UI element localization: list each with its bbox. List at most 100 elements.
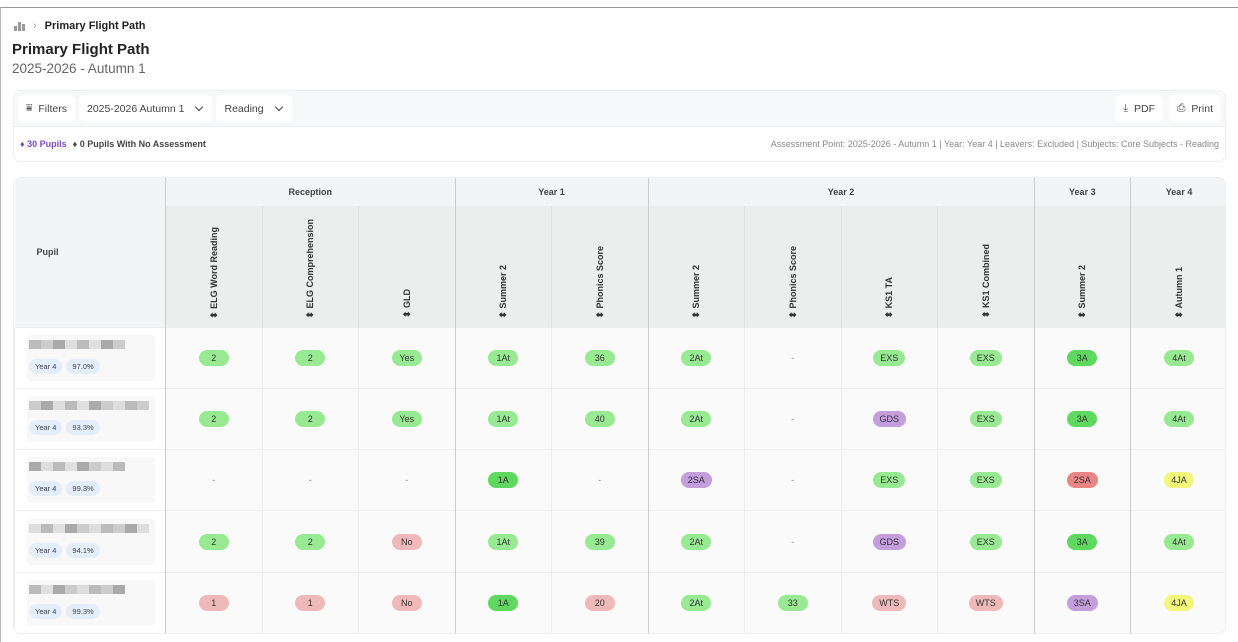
- pupil-cell[interactable]: Year 4 99.3%: [14, 571, 166, 634]
- pupil-name-redacted: [29, 339, 155, 349]
- pupil-cell[interactable]: Year 4 94.1%: [14, 510, 166, 573]
- home-chart-icon[interactable]: [14, 21, 25, 31]
- grade-cell[interactable]: 2At: [647, 510, 745, 573]
- grade-cell[interactable]: 1A: [454, 449, 552, 511]
- grade-cell[interactable]: EXS: [937, 387, 1035, 450]
- grade-badge: EXS: [969, 349, 1002, 366]
- filter-panel: ⩸ Filters 2025-2026 Autumn 1 Reading ⤓ PDF…: [13, 90, 1226, 162]
- grade-cell[interactable]: 3A: [1033, 326, 1131, 389]
- grade-cell[interactable]: -: [358, 449, 456, 511]
- column-header[interactable]: ⬍ Summer 2: [1033, 206, 1131, 327]
- grade-cell[interactable]: WTS: [840, 571, 938, 634]
- grade-cell[interactable]: 3A: [1033, 510, 1131, 573]
- pupil-count[interactable]: ♦ 30 Pupils: [20, 139, 67, 149]
- grade-cell[interactable]: EXS: [937, 449, 1035, 511]
- grade-cell[interactable]: 1: [165, 571, 262, 634]
- print-label: Print: [1191, 102, 1213, 115]
- pupil-cell[interactable]: Year 4 97.0%: [14, 326, 166, 389]
- grade-cell[interactable]: -: [744, 510, 842, 573]
- grade-cell[interactable]: No: [358, 510, 456, 573]
- no-assessment-count[interactable]: ♦ 0 Pupils With No Assessment: [72, 139, 206, 149]
- grade-cell[interactable]: -: [165, 449, 262, 511]
- grade-cell[interactable]: 2At: [647, 387, 745, 450]
- grade-cell[interactable]: EXS: [937, 510, 1035, 573]
- grade-badge: EXS: [969, 410, 1002, 427]
- column-header[interactable]: ⬍ Phonics Score: [551, 206, 649, 327]
- grade-cell[interactable]: GDS: [840, 387, 938, 450]
- grade-cell[interactable]: 1At: [454, 387, 552, 450]
- grade-cell[interactable]: 2At: [647, 326, 745, 389]
- print-button[interactable]: ⎙ Print: [1169, 95, 1221, 122]
- grade-badge: 2At: [681, 410, 712, 427]
- grade-cell[interactable]: -: [744, 449, 842, 511]
- grade-cell[interactable]: 3SA: [1033, 571, 1131, 634]
- grade-cell[interactable]: -: [551, 449, 649, 511]
- grade-cell[interactable]: 2: [261, 326, 359, 389]
- grade-badge: 1A: [488, 472, 519, 489]
- empty-value: -: [308, 475, 312, 486]
- sort-icon: ⬍: [305, 308, 316, 319]
- grade-cell[interactable]: 1: [261, 571, 359, 634]
- grade-cell[interactable]: 4At: [1130, 326, 1225, 389]
- pupil-cell[interactable]: Year 4 93.3%: [14, 387, 166, 450]
- grade-cell[interactable]: 36: [551, 326, 649, 389]
- column-header[interactable]: ⬍ KS1 Combined: [937, 206, 1035, 327]
- column-header-label: ELG Word Reading: [208, 226, 219, 309]
- grade-cell[interactable]: 1At: [454, 510, 552, 573]
- grade-cell[interactable]: 4JA: [1130, 571, 1225, 634]
- grade-cell[interactable]: 4At: [1130, 510, 1225, 573]
- pupil-name-redacted: [29, 585, 155, 595]
- grade-cell[interactable]: -: [744, 387, 842, 450]
- grade-cell[interactable]: EXS: [840, 326, 938, 389]
- grade-cell[interactable]: No: [358, 571, 456, 634]
- column-header[interactable]: ⬍ KS1 TA: [840, 206, 938, 327]
- grade-cell[interactable]: 1At: [454, 326, 552, 389]
- empty-value: -: [791, 475, 795, 486]
- grade-cell[interactable]: 2: [261, 387, 359, 450]
- pupil-count-label: 30 Pupils: [27, 139, 67, 149]
- column-header[interactable]: ⬍ Phonics Score: [744, 206, 842, 327]
- column-header[interactable]: ⬍ Summer 2: [454, 206, 552, 327]
- grade-badge: 2At: [681, 349, 712, 366]
- grade-cell[interactable]: Yes: [358, 387, 456, 450]
- grade-cell[interactable]: 2At: [647, 571, 745, 634]
- grade-cell[interactable]: -: [261, 449, 359, 511]
- grade-cell[interactable]: 2: [165, 326, 262, 389]
- grade-badge: 2: [198, 349, 229, 366]
- grade-cell[interactable]: 39: [551, 510, 649, 573]
- subject-select[interactable]: Reading: [216, 95, 292, 122]
- column-header[interactable]: ⬍ Autumn 1: [1130, 206, 1225, 327]
- grade-badge: 36: [584, 349, 615, 366]
- grade-cell[interactable]: WTS: [937, 571, 1035, 634]
- grade-cell[interactable]: EXS: [840, 449, 938, 511]
- filters-button[interactable]: ⩸ Filters: [18, 95, 75, 122]
- year-tag: Year 4: [29, 358, 63, 374]
- grade-cell[interactable]: EXS: [937, 326, 1035, 389]
- grade-cell[interactable]: 2: [261, 510, 359, 573]
- column-header[interactable]: ⬍ Summer 2: [647, 206, 745, 327]
- grade-cell[interactable]: -: [744, 326, 842, 389]
- grade-cell[interactable]: 2SA: [647, 449, 745, 511]
- grade-cell[interactable]: 2: [165, 387, 262, 450]
- column-header[interactable]: ⬍ ELG Comprehension: [261, 206, 359, 327]
- grade-cell[interactable]: 2SA: [1033, 449, 1131, 511]
- grade-cell[interactable]: Yes: [358, 326, 456, 389]
- grade-cell[interactable]: 4At: [1130, 387, 1225, 450]
- grade-cell[interactable]: 33: [744, 571, 842, 634]
- grade-cell[interactable]: 4JA: [1130, 449, 1225, 511]
- column-header[interactable]: ⬍ ELG Word Reading: [165, 206, 262, 327]
- column-header-label: KS1 Combined: [980, 244, 991, 309]
- period-select[interactable]: 2025-2026 Autumn 1: [78, 95, 213, 122]
- pupil-column-header[interactable]: Pupil: [14, 178, 166, 327]
- grade-cell[interactable]: 2: [165, 510, 262, 573]
- grade-cell[interactable]: 1A: [454, 571, 552, 634]
- grade-cell[interactable]: 40: [551, 387, 649, 450]
- grade-cell[interactable]: GDS: [840, 510, 938, 573]
- grade-cell[interactable]: 3A: [1033, 387, 1131, 450]
- column-header-label: Summer 2: [691, 264, 702, 309]
- column-header[interactable]: ⬍ GLD: [358, 206, 456, 327]
- breadcrumb-current: Primary Flight Path: [44, 20, 146, 32]
- grade-cell[interactable]: 20: [551, 571, 649, 634]
- pupil-cell[interactable]: Year 4 99.3%: [14, 449, 166, 511]
- pdf-button[interactable]: ⤓ PDF: [1115, 95, 1163, 122]
